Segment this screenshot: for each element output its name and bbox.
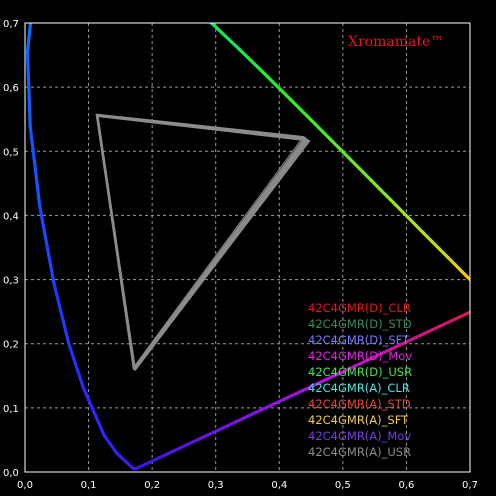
x-tick-label: 0,3 bbox=[208, 480, 224, 491]
legend: 42C4GMR(D)_CLR 42C4GMR(D)_STD 42C4GMR(D)_S… bbox=[308, 301, 412, 459]
spectral-locus-segment bbox=[421, 231, 439, 249]
gamut-triangle bbox=[97, 116, 311, 372]
legend-entry: 42C4GMR(D)_Mov bbox=[308, 349, 412, 363]
spectral-locus-segment bbox=[283, 92, 309, 118]
spectral-locus-segment bbox=[237, 47, 264, 74]
spectral-locus bbox=[25, 0, 491, 471]
legend-entry: 42C4GMR(A)_CLR bbox=[308, 381, 410, 395]
y-tick-label: 0,3 bbox=[3, 276, 19, 287]
legend-entry: 42C4GMR(A)_STD bbox=[308, 397, 411, 411]
spectral-locus-segment bbox=[468, 278, 470, 282]
spectral-locus-segment bbox=[482, 292, 485, 295]
gamut-triangle bbox=[95, 113, 305, 370]
spectral-locus-segment bbox=[369, 178, 393, 202]
y-tick-label: 0,2 bbox=[3, 340, 19, 351]
spectral-locus-segment bbox=[349, 158, 373, 183]
spectral-locus-segment bbox=[327, 136, 353, 162]
spectral-locus-segment bbox=[81, 385, 106, 437]
spectral-locus-segment bbox=[475, 285, 479, 289]
y-tick-label: 0,0 bbox=[3, 468, 19, 479]
spectral-locus-segment bbox=[389, 198, 410, 220]
spectral-locus-segment bbox=[102, 433, 119, 455]
spectral-locus-segment bbox=[67, 341, 85, 389]
spectral-locus-segment bbox=[455, 265, 467, 276]
y-tick-label: 0,5 bbox=[3, 147, 19, 158]
y-tick-label: 0,6 bbox=[3, 83, 19, 94]
legend-entry: 42C4GMR(D)_SFT bbox=[308, 333, 410, 347]
spectral-locus-segment bbox=[406, 216, 426, 235]
x-tick-label: 0,2 bbox=[144, 480, 160, 491]
spectral-locus-segment bbox=[28, 125, 42, 209]
brand-logo-text: Xromamate™ bbox=[348, 34, 444, 50]
spectral-locus-segment bbox=[215, 26, 242, 51]
spectral-locus-segment bbox=[114, 451, 127, 463]
spectral-locus-segment bbox=[52, 281, 71, 345]
x-tick-label: 0,6 bbox=[398, 480, 414, 491]
gamut-triangle bbox=[96, 114, 307, 370]
y-tick-label: 0,7 bbox=[3, 19, 19, 30]
legend-entry: 42C4GMR(D)_CLR bbox=[308, 301, 411, 315]
spectral-locus-segment bbox=[260, 69, 287, 96]
plot-frame bbox=[24, 22, 471, 473]
spectral-locus-segment bbox=[25, 23, 33, 54]
spectral-locus-segment bbox=[435, 245, 450, 260]
gamut-triangles bbox=[95, 113, 311, 372]
grid bbox=[25, 23, 470, 472]
spectral-locus-group bbox=[25, 0, 491, 471]
spectral-locus-segment bbox=[171, 0, 194, 7]
y-tick-label: 0,1 bbox=[3, 404, 19, 415]
spectral-locus-segment bbox=[25, 50, 32, 129]
spectral-locus-segment bbox=[489, 299, 490, 300]
spectral-locus-segment bbox=[490, 300, 491, 301]
spectral-locus-segment bbox=[208, 23, 219, 30]
x-tick-label: 0,1 bbox=[81, 480, 97, 491]
axes bbox=[24, 22, 471, 473]
legend-entry: 42C4GMR(D)_USR bbox=[308, 365, 412, 379]
legend-entry: 42C4GMR(A)_USR bbox=[308, 445, 411, 459]
legend-entry: 42C4GMR(A)_Mov bbox=[308, 429, 411, 443]
spectral-locus-segment bbox=[487, 296, 488, 297]
x-tick-label: 0,0 bbox=[17, 480, 33, 491]
line-of-purples bbox=[134, 310, 470, 471]
spectral-locus-segment bbox=[38, 205, 56, 285]
x-tick-label: 0,4 bbox=[271, 480, 287, 491]
y-tick-label: 0,4 bbox=[3, 211, 19, 222]
x-tick-label: 0,7 bbox=[462, 480, 478, 491]
spectral-locus-segment bbox=[479, 289, 482, 292]
legend-entry: 42C4GMR(A)_SFT bbox=[308, 413, 409, 427]
legend-entry: 42C4GMR(D)_STD bbox=[308, 317, 412, 331]
x-tick-label: 0,5 bbox=[335, 480, 351, 491]
spectral-locus-segment bbox=[488, 298, 489, 299]
spectral-locus-segment bbox=[485, 294, 487, 296]
spectral-locus-segment bbox=[305, 114, 331, 140]
spectral-locus-segment bbox=[446, 256, 459, 269]
tick-labels: 0,00,0 0,1 0,1 0,2 0,2 0,3 0,3 0,4 0,4 0,5 0,5 0,6 0… bbox=[3, 19, 478, 491]
